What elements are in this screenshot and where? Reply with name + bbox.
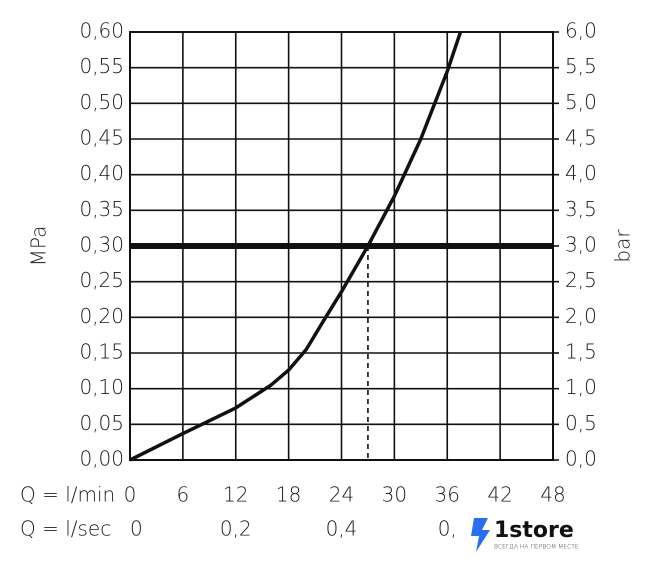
logo: 1store ВСЕГДА НА ПЕРВОМ МЕСТЕ <box>462 510 592 555</box>
logo-icon <box>471 518 490 552</box>
y2-tick-label: 2,0 <box>565 304 597 328</box>
x2-tick-label: 0,2 <box>220 517 252 541</box>
y-tick-label: 0,30 <box>79 233 124 257</box>
x2-axis-label: Q = l/sec <box>20 517 111 541</box>
y-tick-label: 0,00 <box>79 447 124 471</box>
x-tick-label: 42 <box>487 483 512 507</box>
x2-tick-label: 0 <box>130 517 143 541</box>
y-tick-label: 0,20 <box>79 304 124 328</box>
y2-tick-label: 6,0 <box>565 19 597 43</box>
y-tick-label: 0,25 <box>79 268 124 292</box>
y2-tick-label: 0,0 <box>565 447 597 471</box>
y-tick-label: 0,10 <box>79 375 124 399</box>
y2-tick-label: 1,0 <box>565 375 597 399</box>
y2-tick-label: 4,0 <box>565 161 597 185</box>
curve <box>129 31 463 462</box>
y-tick-label: 0,15 <box>79 340 124 364</box>
logo-text: 1store <box>494 518 574 543</box>
y-tick-label: 0,40 <box>79 161 124 185</box>
y-axis-label: MPa <box>27 226 51 267</box>
y-tick-label: 0,35 <box>79 197 124 221</box>
x2-tick-label: 0,4 <box>326 517 358 541</box>
y-tick-label: 0,45 <box>79 126 124 150</box>
x-tick-label: 48 <box>540 483 565 507</box>
x-tick-label: 12 <box>223 483 248 507</box>
x-tick-label: 30 <box>382 483 407 507</box>
y-tick-label: 0,55 <box>79 54 124 78</box>
logo-tagline: ВСЕГДА НА ПЕРВОМ МЕСТЕ <box>494 544 579 551</box>
y-tick-label: 0,05 <box>79 411 124 435</box>
y2-tick-label: 5,0 <box>565 90 597 114</box>
y2-tick-label: 1,5 <box>565 340 597 364</box>
y2-axis-label: bar <box>611 229 635 263</box>
y2-tick-label: 3,0 <box>565 233 597 257</box>
x-tick-label: 0 <box>124 483 137 507</box>
y-tick-label: 0,50 <box>79 90 124 114</box>
x-tick-label: 18 <box>276 483 301 507</box>
x2-tick-label: 0, <box>438 517 457 541</box>
y2-tick-label: 3,5 <box>565 197 597 221</box>
y2-tick-label: 4,5 <box>565 126 597 150</box>
y2-tick-label: 0,5 <box>565 411 597 435</box>
x-tick-label: 6 <box>177 483 190 507</box>
y-tick-label: 0,60 <box>79 19 124 43</box>
y2-tick-label: 2,5 <box>565 268 597 292</box>
x-tick-label: 24 <box>329 483 354 507</box>
y2-tick-label: 5,5 <box>565 54 597 78</box>
x-tick-label: 36 <box>435 483 460 507</box>
x-axis-label: Q = l/min <box>20 483 115 507</box>
